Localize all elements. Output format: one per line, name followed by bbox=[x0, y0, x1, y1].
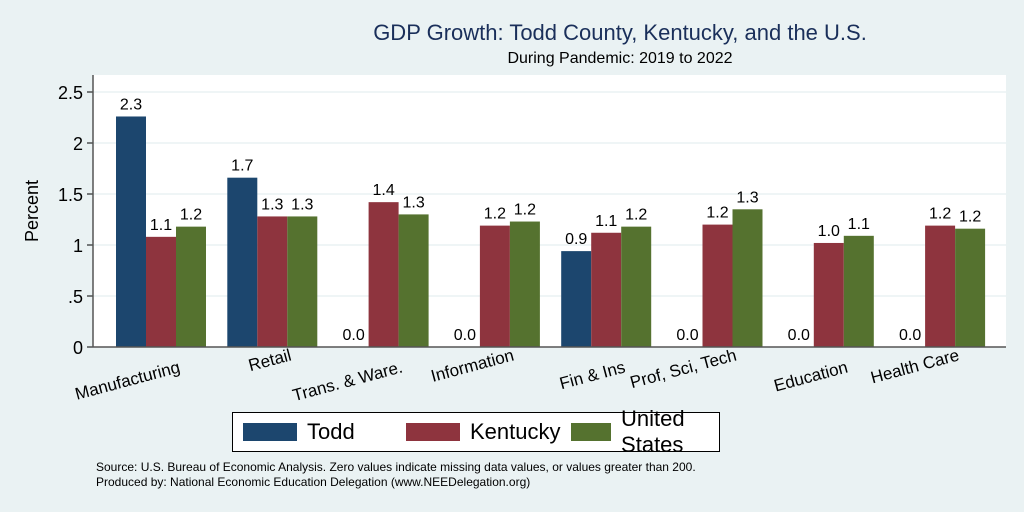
bar-united-states bbox=[287, 216, 318, 347]
bar-kentucky bbox=[925, 225, 956, 347]
value-label: 1.3 bbox=[402, 194, 424, 211]
legend: Todd Kentucky United States bbox=[232, 406, 720, 457]
y-tick-label: 1.5 bbox=[58, 185, 83, 205]
x-tick-label: Fin & Ins bbox=[558, 358, 628, 394]
bar-united-states bbox=[398, 214, 429, 347]
value-label: 1.4 bbox=[372, 182, 394, 199]
legend-swatch-kentucky bbox=[406, 423, 460, 441]
value-label: 0.0 bbox=[676, 327, 698, 344]
y-tick-label: 2.5 bbox=[58, 83, 83, 103]
y-tick-label: 2 bbox=[73, 134, 83, 154]
value-label: 1.2 bbox=[514, 202, 536, 219]
bar-united-states bbox=[955, 228, 986, 347]
legend-item-todd: Todd bbox=[243, 413, 355, 451]
value-label: 0.0 bbox=[899, 327, 921, 344]
chart-subtitle: During Pandemic: 2019 to 2022 bbox=[507, 50, 733, 67]
x-tick-label: Manufacturing bbox=[73, 358, 182, 404]
value-labels: 2.3 1.1 1.2 1.7 1.3 1.3 0.0 1.4 1.3 0.0 1.2 1.2 0.9 1… bbox=[120, 96, 981, 344]
bar-kentucky bbox=[813, 242, 844, 347]
value-label: 1.7 bbox=[231, 158, 253, 175]
x-tick-label: Prof, Sci, Tech bbox=[628, 346, 738, 393]
value-label: 1.1 bbox=[595, 213, 617, 230]
legend-swatch-united-states bbox=[571, 423, 612, 441]
value-label: 1.2 bbox=[959, 209, 981, 226]
y-axis: 0 .5 1 1.5 2 2.5 bbox=[58, 75, 94, 358]
bar-kentucky bbox=[702, 224, 733, 347]
legend-label-kentucky: Kentucky bbox=[470, 419, 561, 444]
value-label: 1.3 bbox=[261, 196, 283, 213]
x-tick-label: Information bbox=[429, 346, 516, 386]
value-label: 1.2 bbox=[180, 207, 202, 224]
bar-united-states bbox=[176, 226, 206, 347]
value-label: 1.3 bbox=[736, 189, 758, 206]
value-label: 2.3 bbox=[120, 96, 142, 113]
bar-kentucky bbox=[591, 232, 622, 347]
source-note: Source: U.S. Bureau of Economic Analysis… bbox=[96, 460, 696, 474]
value-label: 1.3 bbox=[291, 196, 313, 213]
legend-swatch-todd bbox=[243, 423, 297, 441]
bar-kentucky bbox=[257, 216, 288, 347]
value-label: 1.2 bbox=[625, 207, 647, 224]
y-tick-label: .5 bbox=[68, 287, 83, 307]
bar-kentucky bbox=[479, 225, 510, 347]
value-label: 0.0 bbox=[788, 327, 810, 344]
bar-todd bbox=[561, 251, 592, 347]
x-tick-label: Trans. & Ware. bbox=[291, 358, 405, 406]
bars bbox=[116, 116, 986, 347]
y-tick-label: 0 bbox=[73, 338, 83, 358]
value-label: 1.1 bbox=[150, 217, 172, 234]
bar-kentucky bbox=[368, 202, 399, 347]
x-tick-label: Retail bbox=[246, 346, 293, 376]
bar-united-states bbox=[732, 209, 763, 347]
produced-by-note: Produced by: National Economic Education… bbox=[96, 475, 531, 489]
value-label: 1.2 bbox=[929, 206, 951, 223]
value-label: 1.1 bbox=[848, 216, 870, 233]
legend-item-kentucky: Kentucky bbox=[406, 413, 561, 451]
bar-united-states bbox=[843, 235, 874, 347]
value-label: 0.0 bbox=[454, 327, 476, 344]
value-label: 0.9 bbox=[565, 231, 587, 248]
x-tick-label: Education bbox=[772, 358, 850, 396]
bar-todd bbox=[116, 116, 146, 347]
value-label: 1.2 bbox=[706, 205, 728, 222]
bar-united-states bbox=[621, 226, 652, 347]
y-tick-label: 1 bbox=[73, 236, 83, 256]
y-axis-label: Percent bbox=[22, 180, 42, 242]
legend-item-united-states: United States bbox=[571, 406, 719, 457]
x-tick-label: Health Care bbox=[869, 346, 962, 388]
bar-united-states bbox=[509, 221, 540, 347]
legend-label-todd: Todd bbox=[307, 419, 355, 444]
value-label: 1.2 bbox=[484, 206, 506, 223]
value-label: 0.0 bbox=[342, 327, 364, 344]
bar-todd bbox=[227, 177, 258, 347]
bar-kentucky bbox=[146, 236, 176, 347]
legend-label-united-states: United States bbox=[621, 406, 685, 457]
chart-title: GDP Growth: Todd County, Kentucky, and t… bbox=[373, 20, 867, 45]
value-label: 1.0 bbox=[818, 223, 840, 240]
